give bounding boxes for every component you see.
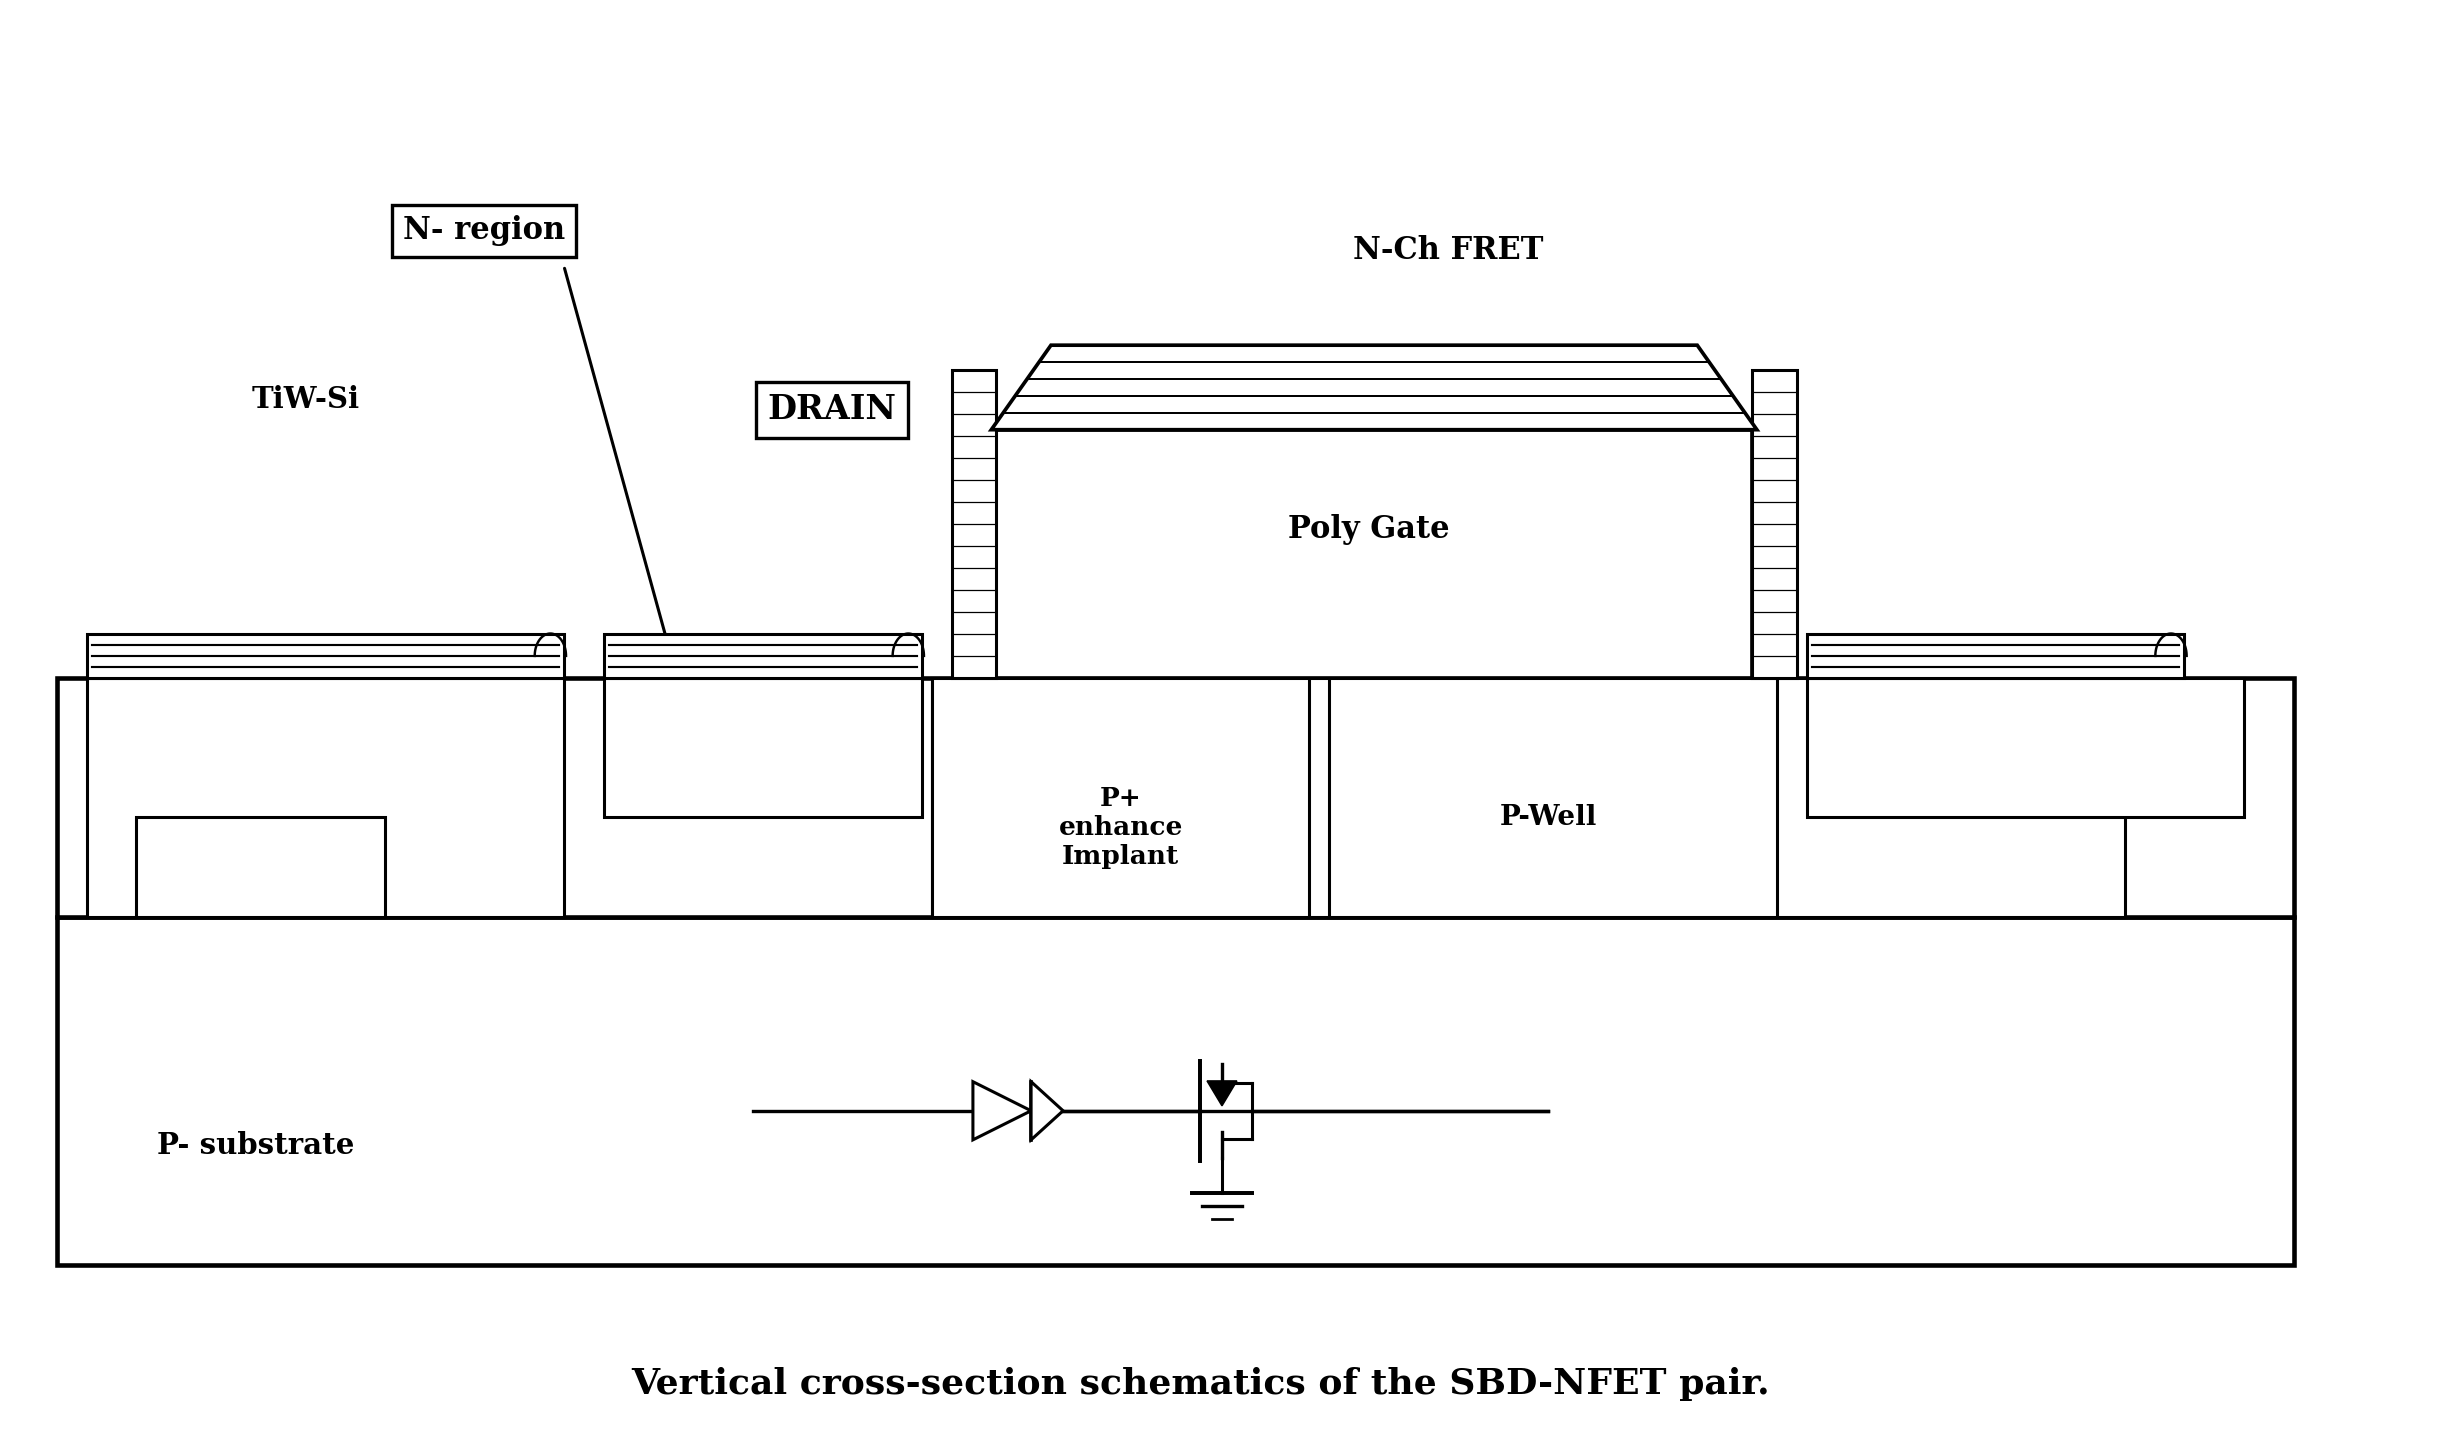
Text: P- substrate: P- substrate bbox=[156, 1131, 353, 1160]
Bar bbox=[88, 678, 563, 917]
Bar bbox=[1328, 678, 1777, 917]
Text: N-Ch FRET: N-Ch FRET bbox=[1353, 235, 1545, 266]
Bar bbox=[56, 678, 2293, 917]
Bar bbox=[604, 634, 921, 678]
Bar bbox=[136, 818, 385, 917]
Polygon shape bbox=[992, 345, 1757, 430]
Text: TiW-Si: TiW-Si bbox=[251, 385, 358, 414]
Text: Vertical cross-section schematics of the SBD-NFET pair.: Vertical cross-section schematics of the… bbox=[631, 1367, 1769, 1402]
Bar bbox=[931, 678, 1309, 917]
Bar bbox=[56, 917, 2293, 1266]
Polygon shape bbox=[1206, 1082, 1238, 1106]
Bar bbox=[88, 634, 563, 678]
Bar bbox=[931, 678, 2125, 917]
Bar bbox=[1752, 371, 1796, 678]
Bar bbox=[950, 371, 997, 678]
Text: Poly Gate: Poly Gate bbox=[1289, 514, 1450, 544]
Text: DRAIN: DRAIN bbox=[768, 394, 897, 426]
Text: P+
enhance
Implant: P+ enhance Implant bbox=[1058, 786, 1182, 869]
Bar bbox=[997, 430, 1752, 678]
Bar bbox=[604, 678, 921, 818]
Polygon shape bbox=[972, 1082, 1031, 1140]
Polygon shape bbox=[1031, 1082, 1063, 1140]
Bar bbox=[1806, 678, 2244, 818]
Text: N- region: N- region bbox=[402, 216, 565, 246]
Text: P-Well: P-Well bbox=[1499, 804, 1596, 831]
Bar bbox=[1806, 634, 2184, 678]
